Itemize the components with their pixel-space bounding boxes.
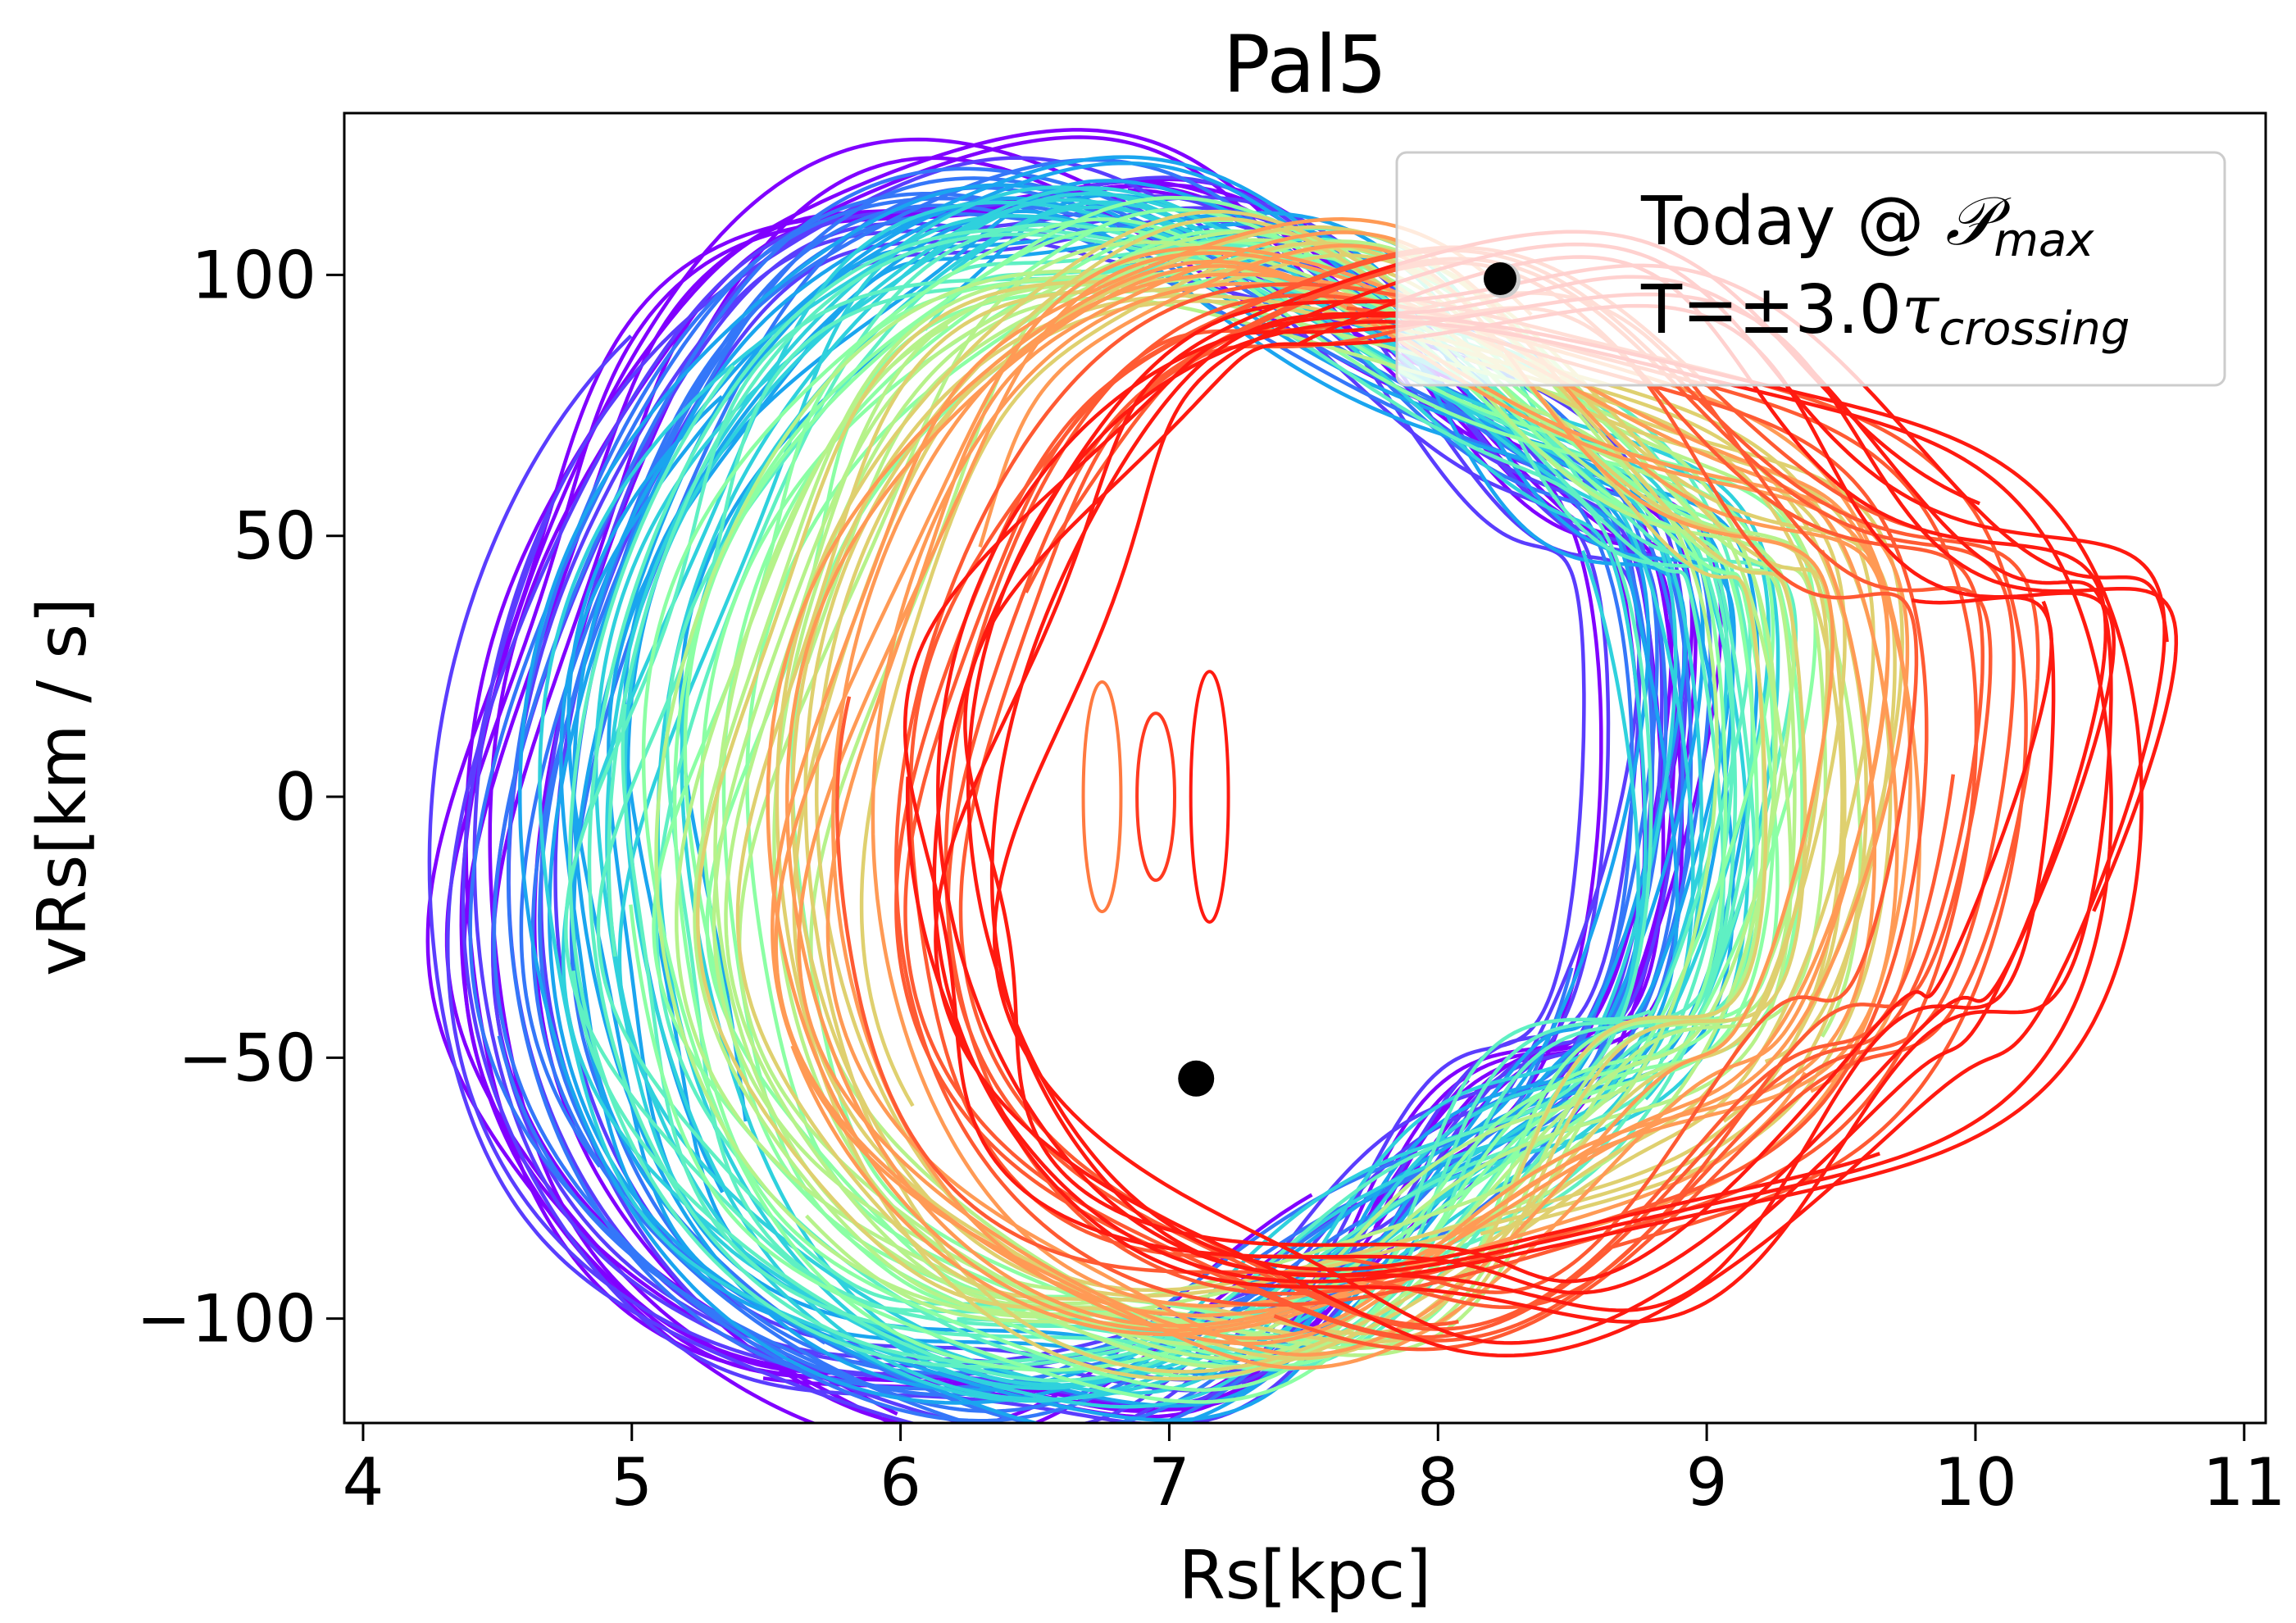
x-tick-label: 5 xyxy=(611,1444,652,1521)
legend-box xyxy=(1395,151,2226,387)
x-tick-label: 6 xyxy=(880,1444,921,1521)
x-tick-label: 8 xyxy=(1417,1444,1459,1521)
orbit-line xyxy=(538,192,1703,1409)
y-tick-label: 50 xyxy=(233,498,316,575)
orbit-curves xyxy=(425,128,2179,1423)
orbit-line xyxy=(548,155,1760,1423)
y-tick-label: 0 xyxy=(275,759,316,835)
x-tick-label: 10 xyxy=(1934,1444,2017,1521)
legend-entry-line1: Today @ 𝒫max xyxy=(1640,183,2094,267)
y-tick-label: −50 xyxy=(178,1020,316,1096)
x-tick-label: 4 xyxy=(342,1444,384,1521)
today-marker xyxy=(1178,1060,1215,1097)
orbit-line xyxy=(1135,711,1177,882)
chart-title: Pal5 xyxy=(1223,19,1387,111)
x-axis: 4 5 6 7 8 9 10 11 xyxy=(342,1423,2286,1521)
orbit-line xyxy=(831,272,1912,1317)
y-tick-label: 100 xyxy=(191,237,316,313)
y-tick-label: −100 xyxy=(136,1281,316,1357)
y-axis-label: vRs[km / s] xyxy=(24,598,102,976)
x-axis-label: Rs[kpc] xyxy=(1179,1537,1431,1615)
legend-entry-line2: T=±3.0τcrossing xyxy=(1640,271,2130,356)
orbit-line xyxy=(903,248,2040,1352)
orbit-line xyxy=(766,259,1910,1337)
orbit-line xyxy=(1081,680,1123,914)
y-axis: −100 −50 0 50 100 xyxy=(136,237,344,1357)
x-tick-label: 11 xyxy=(2203,1444,2286,1521)
x-tick-label: 9 xyxy=(1686,1444,1728,1521)
orbit-line xyxy=(902,292,2179,1295)
orbit-line xyxy=(771,217,1890,1371)
orbit-line xyxy=(1189,670,1230,924)
legend-marker xyxy=(1484,262,1516,295)
legend: Today @ 𝒫max T=±3.0τcrossing xyxy=(1395,151,2226,387)
x-tick-label: 7 xyxy=(1148,1444,1190,1521)
orbit-line xyxy=(774,245,1921,1346)
plot-frame xyxy=(343,111,2267,1425)
orbit-line xyxy=(835,291,1993,1309)
orbit-line xyxy=(932,263,2169,1324)
